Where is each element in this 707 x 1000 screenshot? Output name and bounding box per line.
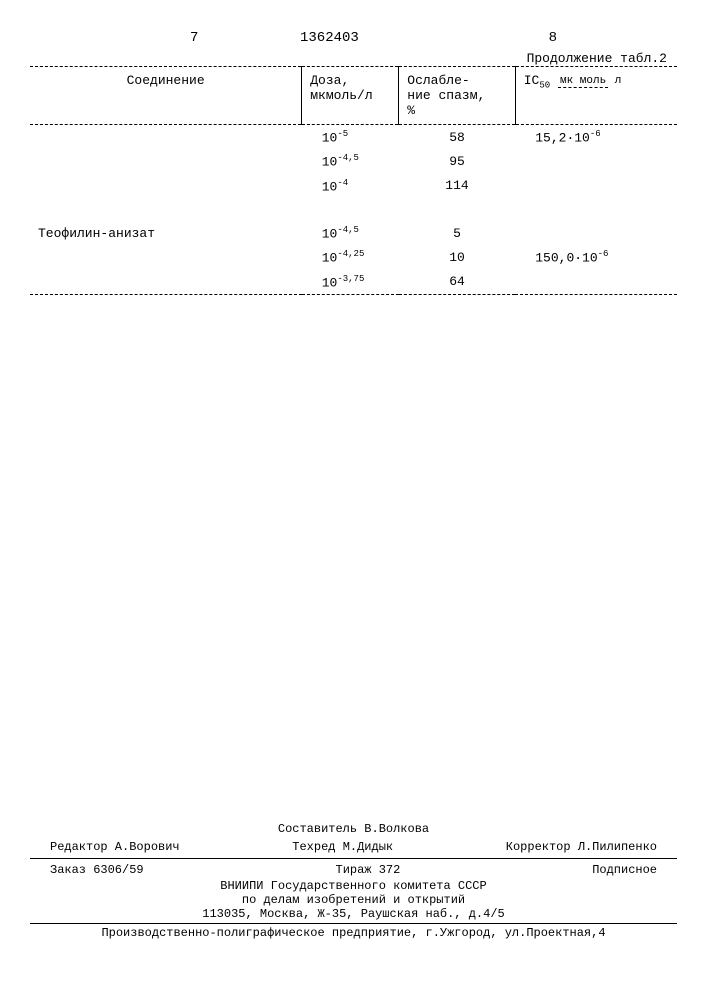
cell-spasm: 114 (399, 174, 515, 198)
cell-compound (30, 270, 302, 295)
cell-compound (30, 245, 302, 269)
table-row: 10-4114 (30, 174, 677, 198)
page-number-right: 8 (549, 30, 557, 46)
cell-ic50 (515, 221, 677, 245)
cell-compound (30, 174, 302, 198)
footer-section: Составитель В.Волкова Редактор А.Ворович… (30, 820, 677, 940)
cell-dose: 10-4 (302, 174, 399, 198)
cell-ic50 (515, 174, 677, 198)
footer-tirage: Тираж 372 (336, 863, 401, 877)
header-compound: Соединение (30, 67, 302, 125)
footer-compiler: Составитель В.Волкова (30, 820, 677, 838)
cell-dose: 10-5 (302, 125, 399, 150)
cell-dose: 10-4,5 (302, 149, 399, 173)
cell-ic50: 150,0·10-6 (515, 245, 677, 269)
header-dose: Доза, мкмоль/л (302, 67, 399, 125)
table-continuation-label: Продолжение табл.2 (30, 51, 667, 66)
footer-editor: Редактор А.Ворович (50, 840, 180, 854)
footer-printer: Производственно-полиграфическое предприя… (30, 926, 677, 940)
cell-spasm: 5 (399, 221, 515, 245)
cell-spasm: 95 (399, 149, 515, 173)
footer-order: Заказ 6306/59 (50, 863, 144, 877)
cell-spasm: 64 (399, 270, 515, 295)
footer-tehred: Техред М.Дидык (292, 840, 393, 854)
cell-ic50 (515, 270, 677, 295)
page-number-left: 7 (190, 30, 198, 46)
cell-dose: 10-4,5 (302, 221, 399, 245)
footer-subscription: Подписное (592, 863, 657, 877)
data-table: Соединение Доза, мкмоль/л Ослабле- ние с… (30, 66, 677, 295)
cell-ic50: 15,2·10-6 (515, 125, 677, 150)
table-row: 10-55815,2·10-6 (30, 125, 677, 150)
cell-dose: 10-3,75 (302, 270, 399, 295)
cell-spasm: 10 (399, 245, 515, 269)
cell-dose: 10-4,25 (302, 245, 399, 269)
cell-ic50 (515, 149, 677, 173)
footer-org1: ВНИИПИ Государственного комитета СССР (30, 879, 677, 893)
cell-compound (30, 149, 302, 173)
header-spasm: Ослабле- ние спазм, % (399, 67, 515, 125)
table-row: 10-4,595 (30, 149, 677, 173)
footer-address: 113035, Москва, Ж-35, Раушская наб., д.4… (30, 907, 677, 921)
footer-org2: по делам изобретений и открытий (30, 893, 677, 907)
footer-corrector: Корректор Л.Пилипенко (506, 840, 657, 854)
table-row: Теофилин-анизат10-4,55 (30, 221, 677, 245)
table-row: 10-4,2510150,0·10-6 (30, 245, 677, 269)
header-ic50: IC50 мк моль л (515, 67, 677, 125)
divider (30, 858, 677, 859)
divider (30, 923, 677, 924)
cell-spasm: 58 (399, 125, 515, 150)
table-row: 10-3,7564 (30, 270, 677, 295)
cell-compound (30, 125, 302, 150)
document-number: 1362403 (300, 30, 359, 46)
cell-compound: Теофилин-анизат (30, 221, 302, 245)
